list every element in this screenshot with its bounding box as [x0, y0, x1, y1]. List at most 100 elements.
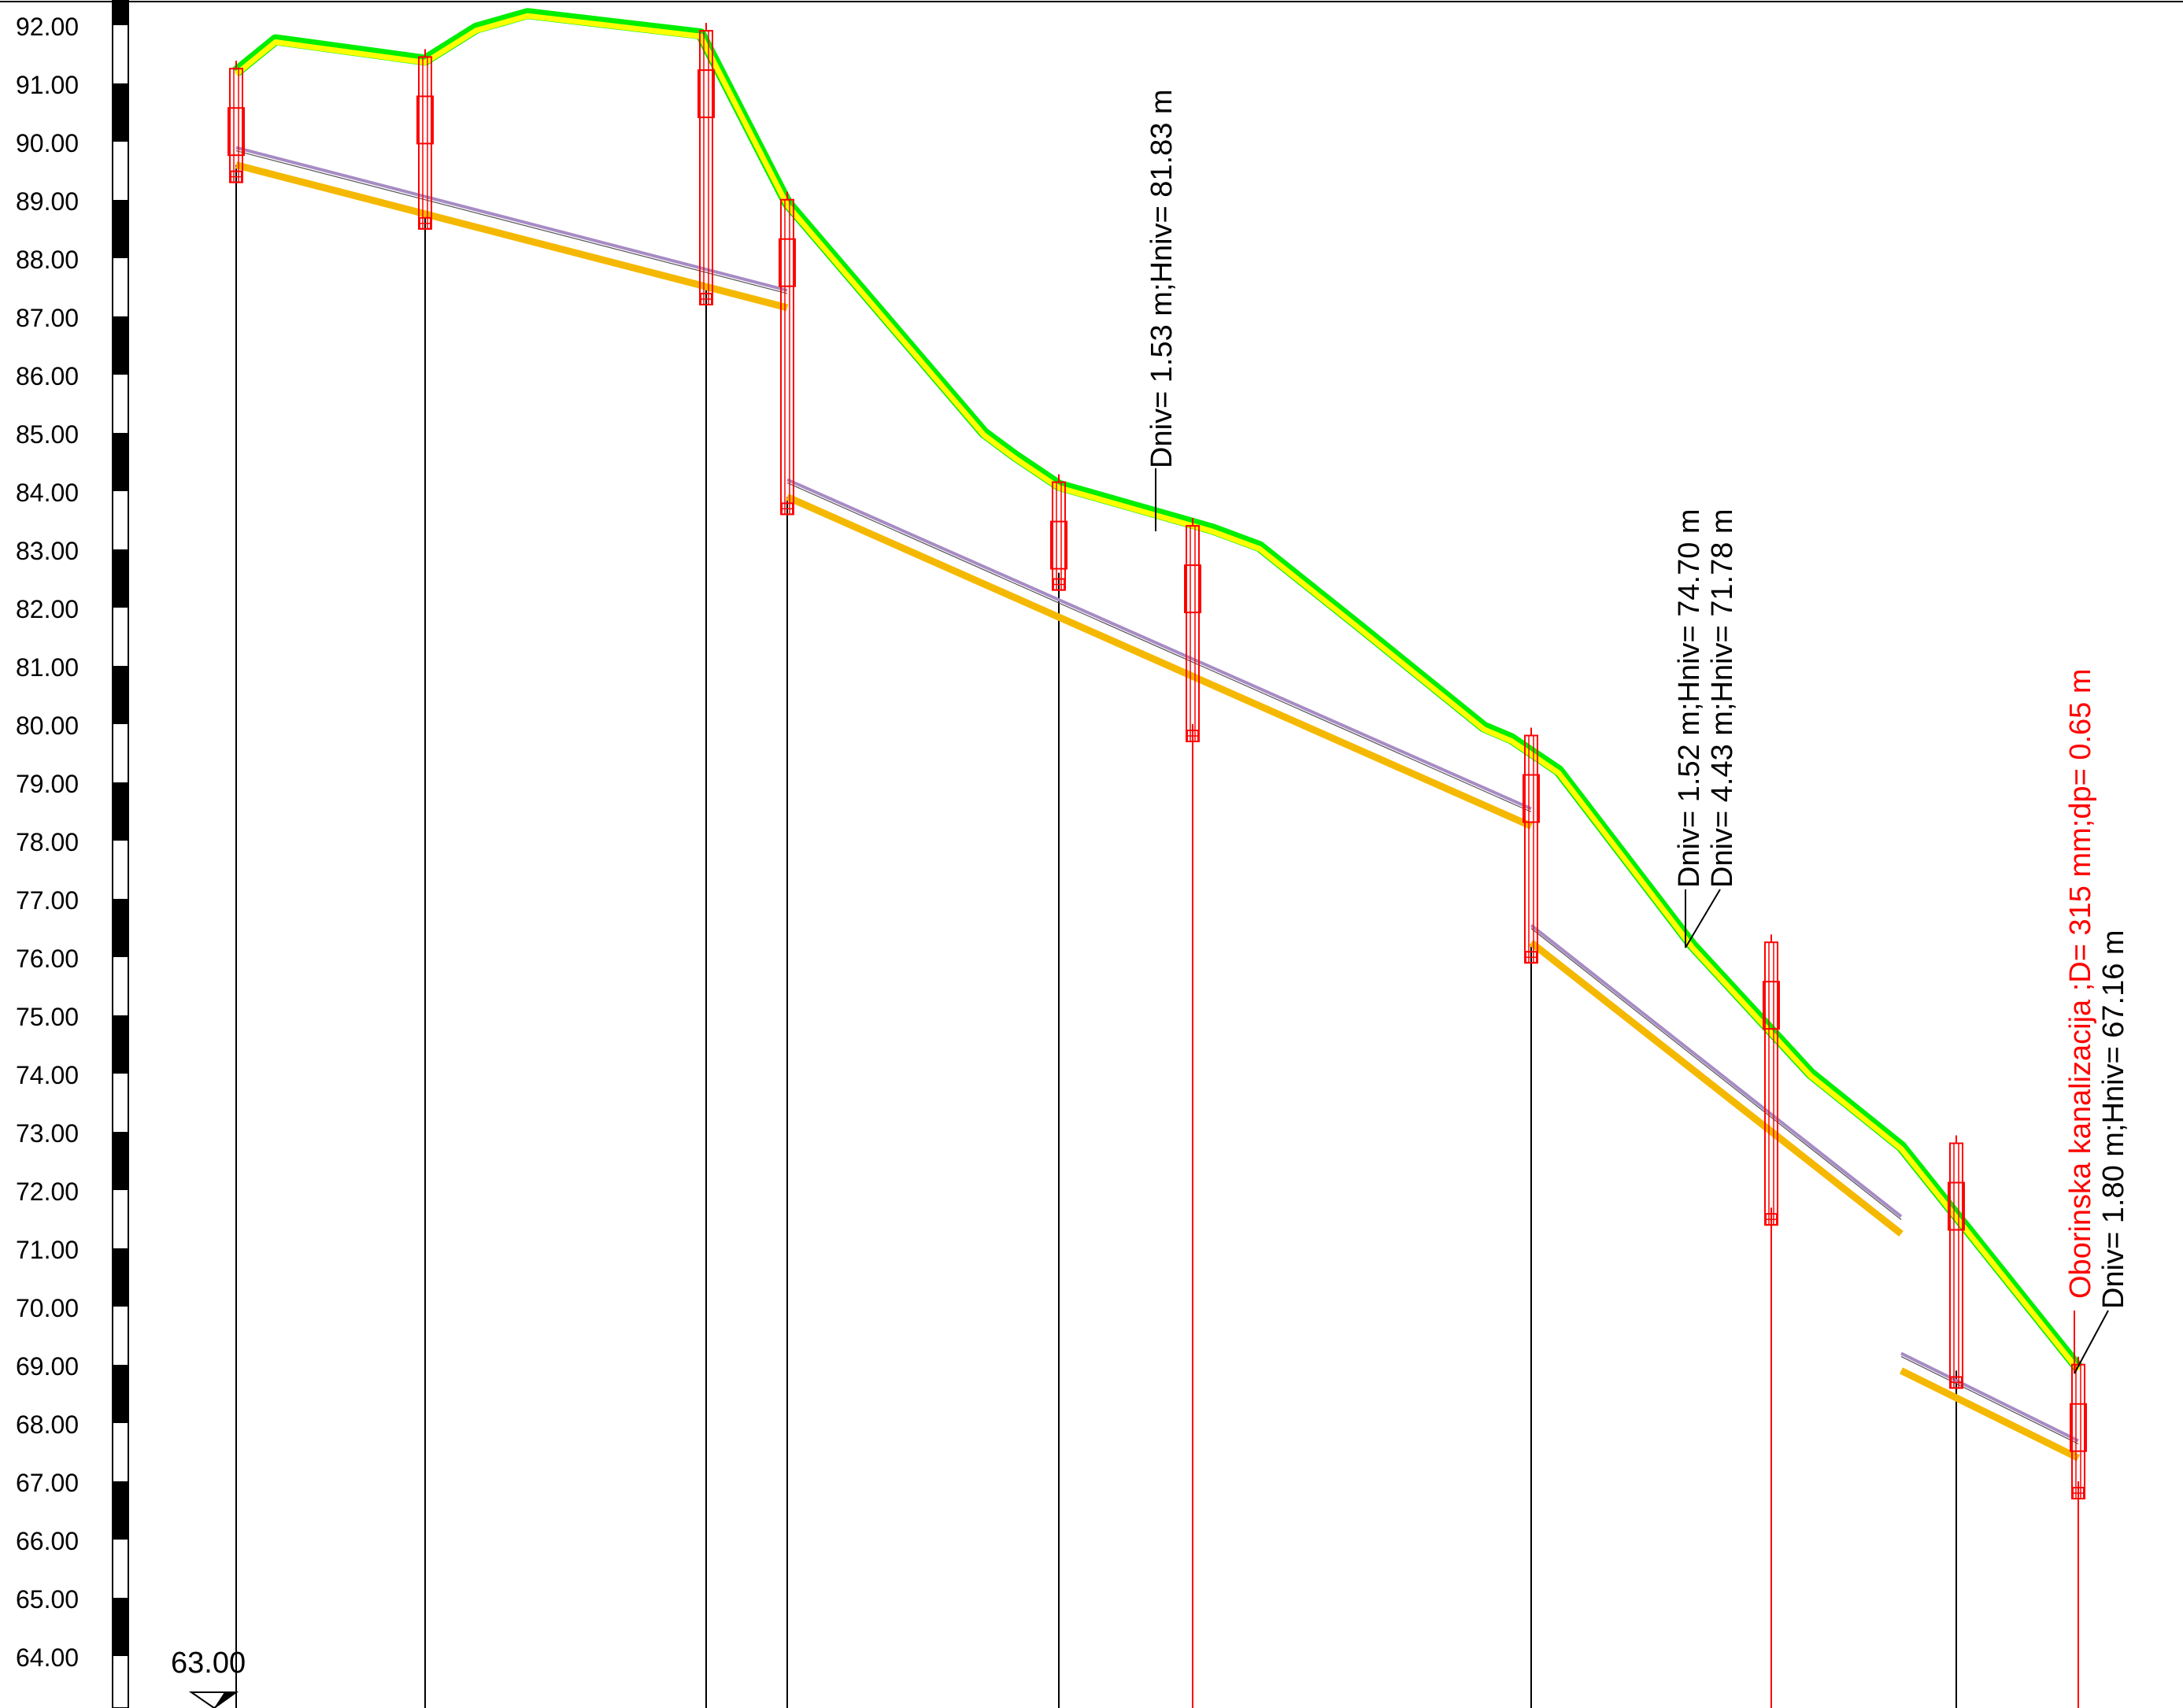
- elevation-label: 86.00: [16, 362, 79, 390]
- manhole-shaft: [699, 30, 713, 305]
- manhole-shaft: [1186, 525, 1200, 742]
- scale-block: [113, 1365, 128, 1423]
- elevation-label: 79.00: [16, 770, 79, 798]
- pipe-top-line: [235, 146, 788, 292]
- scale-block: [113, 1598, 128, 1656]
- elevation-label: 77.00: [16, 886, 79, 915]
- elevation-label: 87.00: [16, 304, 79, 332]
- elevation-label: 66.00: [16, 1527, 79, 1555]
- pipe-profile: [235, 146, 2080, 1462]
- elevation-label: 82.00: [16, 595, 79, 623]
- elevation-label: 85.00: [16, 420, 79, 449]
- scale-block: [113, 83, 128, 142]
- scale-block: [113, 0, 128, 25]
- pipe-top-edge: [1530, 928, 1902, 1220]
- elevation-label: 81.00: [16, 653, 79, 682]
- scale-block: [113, 666, 128, 724]
- elevation-label: 83.00: [16, 537, 79, 565]
- manhole-cone: [416, 95, 434, 145]
- annotation-manhole-2: Dniv= 1.52 m;Hniv= 74.70 m Dniv= 4.43 m;…: [1673, 508, 1739, 948]
- manhole: [779, 191, 796, 516]
- elevation-label: 88.00: [16, 246, 79, 274]
- manhole-cone: [1050, 520, 1067, 570]
- elevation-label: 75.00: [16, 1003, 79, 1031]
- manhole-cone: [1184, 564, 1201, 614]
- pipe-top-line: [1530, 923, 1903, 1218]
- pipe-top-edge: [235, 150, 788, 294]
- elevation-label: 69.00: [16, 1352, 79, 1381]
- elevation-label: 78.00: [16, 828, 79, 856]
- manhole-shaft: [1764, 941, 1778, 1226]
- scale-block: [113, 200, 128, 258]
- elevation-label: 74.00: [16, 1061, 79, 1089]
- manhole-cone: [697, 69, 715, 119]
- elevation-label: 72.00: [16, 1177, 79, 1206]
- pipe-top-edge: [786, 482, 1532, 813]
- manhole-cone: [779, 238, 796, 287]
- scale-block: [113, 549, 128, 608]
- datum-triangle-fill: [214, 1692, 236, 1708]
- manhole-cone: [1763, 981, 1780, 1030]
- manhole-cone: [1523, 774, 1540, 823]
- elevation-label: 89.00: [16, 187, 79, 216]
- annotation-3-line1: Oborinska kanalizacija ;D= 315 mm;dp= 0.…: [2064, 668, 2097, 1299]
- manhole: [2070, 1356, 2087, 1499]
- annotation-manhole-1: Dniv= 1.53 m;Hniv= 81.83 m: [1145, 89, 1178, 531]
- pipe-top-line: [786, 478, 1532, 811]
- leader-line-2b: [1685, 889, 1721, 948]
- scale-block: [113, 316, 128, 375]
- manhole-cone: [1948, 1181, 1965, 1231]
- annotation-2-line1: Dniv= 1.52 m;Hniv= 74.70 m: [1673, 508, 1706, 888]
- annotation-3-line2: Dniv= 1.80 m;Hniv= 67.16 m: [2097, 930, 2130, 1309]
- elevation-label: 67.00: [16, 1469, 79, 1497]
- manhole: [1948, 1135, 1965, 1389]
- manhole: [228, 61, 245, 183]
- manhole: [1523, 727, 1540, 964]
- elevation-label: 90.00: [16, 129, 79, 157]
- manhole-cone: [2070, 1403, 2087, 1452]
- manhole-shaft: [1949, 1142, 1963, 1389]
- scale-block: [113, 782, 128, 841]
- scale-block: [113, 433, 128, 491]
- manhole: [1050, 474, 1067, 591]
- elevation-label: 73.00: [16, 1119, 79, 1148]
- elevation-label: 71.00: [16, 1236, 79, 1264]
- elevation-label: 76.00: [16, 945, 79, 973]
- leader-line-3b: [2074, 1310, 2109, 1374]
- datum-label: 63.00: [171, 1647, 246, 1680]
- scale-block: [113, 1015, 128, 1074]
- scale-block: [113, 1248, 128, 1307]
- annotation-1-line1: Dniv= 1.53 m;Hniv= 81.83 m: [1145, 89, 1178, 468]
- elevation-label: 64.00: [16, 1643, 79, 1672]
- scale-blocks: [113, 0, 128, 1656]
- terrain-inner-line: [234, 13, 2081, 1372]
- manhole-shaft: [2071, 1363, 2085, 1499]
- elevation-label: 65.00: [16, 1585, 79, 1614]
- pipe-top-line: [1900, 1351, 2079, 1443]
- manhole-shaft: [780, 198, 794, 516]
- pipe-bottom-line: [235, 161, 789, 312]
- pipe-bottom-line: [786, 494, 1533, 830]
- elevation-label: 91.00: [16, 71, 79, 99]
- elevation-label: 68.00: [16, 1410, 79, 1439]
- scale-block: [113, 1481, 128, 1540]
- pipe-bottom-line: [1900, 1367, 2080, 1462]
- manhole: [1184, 518, 1201, 742]
- pipe-bottom-line: [1529, 939, 1904, 1237]
- elevation-label: 84.00: [16, 479, 79, 507]
- station-lines: [235, 165, 2079, 1708]
- manhole-cone: [228, 107, 245, 157]
- elevation-scale-bar: [112, 0, 129, 1708]
- elevation-label: 80.00: [16, 712, 79, 740]
- manhole: [697, 23, 715, 305]
- pipe-top-edge: [1900, 1355, 2079, 1444]
- manhole: [1763, 934, 1780, 1226]
- elevation-label: 70.00: [16, 1294, 79, 1322]
- manhole: [416, 49, 434, 230]
- annotation-manhole-3: Oborinska kanalizacija ;D= 315 mm;dp= 0.…: [2064, 668, 2130, 1374]
- manholes: [228, 23, 2087, 1499]
- elevation-labels: 92.00 91.00 90.00 89.00 88.00 87.00 86.00 85.00…: [16, 13, 79, 1672]
- annotation-2-line2: Dniv= 4.43 m;Hniv= 71.78 m: [1706, 508, 1739, 888]
- elevation-label: 92.00: [16, 13, 79, 41]
